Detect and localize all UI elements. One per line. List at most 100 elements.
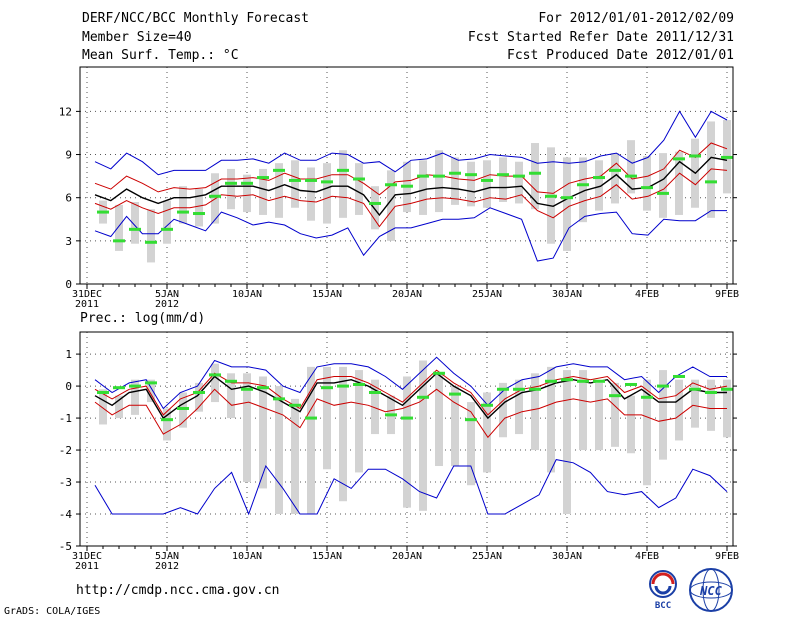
temp-xtick-label: 4FEB: [635, 289, 659, 300]
prec-median-marker: [497, 387, 509, 391]
temp-median-marker: [625, 174, 637, 178]
temp-median-marker: [641, 186, 653, 190]
temp-median-marker: [513, 174, 525, 178]
prec-median-marker: [97, 390, 109, 394]
prec-ytick-label: 0: [65, 380, 72, 393]
prec-median-marker: [353, 382, 365, 386]
prec-median-marker: [593, 379, 605, 383]
prec-median-marker: [337, 384, 349, 388]
temp-xtick-label: 30JAN: [552, 289, 582, 300]
prec-median-marker: [561, 378, 573, 382]
prec-median-marker: [641, 395, 653, 399]
prec-median-marker: [193, 390, 205, 394]
prec-spread-box: [323, 366, 331, 470]
source-url-link[interactable]: http://cmdp.ncc.cma.gov.cn: [76, 583, 280, 598]
prec-spread-box: [371, 379, 379, 435]
temp-median-marker: [337, 168, 349, 172]
prec-spread-box: [643, 379, 651, 486]
temp-spread-box: [115, 204, 123, 251]
prec-median-marker: [465, 418, 477, 422]
temp-spread-box: [163, 200, 171, 244]
temp-spread-box: [259, 168, 267, 215]
prec-spread-box: [211, 363, 219, 403]
temp-median-marker: [257, 176, 269, 180]
temp-median-marker: [209, 194, 221, 198]
temp-spread-box: [515, 161, 523, 204]
prec-spread-box: [99, 389, 107, 425]
temp-ytick-label: 3: [65, 235, 72, 248]
prec-spread-box: [691, 379, 699, 428]
prec-spread-box: [275, 386, 283, 515]
temp-spread-box: [307, 167, 315, 221]
prec-max-line: [94, 356, 727, 410]
temp-median-marker: [241, 181, 253, 185]
temp-median-marker: [113, 239, 125, 243]
temp-median-marker: [545, 194, 557, 198]
prec-xtick-label: 31DEC: [72, 551, 102, 562]
prec-spread-box: [291, 398, 299, 515]
grads-credit: GrADS: COLA/IGES: [4, 606, 101, 617]
prec-median-marker: [385, 413, 397, 417]
temp-median-marker: [657, 191, 669, 195]
temp-xtick-label: 15JAN: [312, 289, 342, 300]
temp-spread-box: [339, 150, 347, 218]
temp-ytick-label: 9: [65, 149, 72, 162]
temp-xtick-label: 9FEB: [715, 289, 739, 300]
temp-spread-box: [291, 160, 299, 208]
top-variable-label: Mean Surf. Temp.: °C: [82, 48, 239, 63]
prec-median-marker: [513, 387, 525, 391]
temp-median-marker: [721, 155, 733, 159]
temp-median-marker: [289, 178, 301, 182]
temp-xtick-year: 2011: [75, 299, 99, 310]
prec-median-marker: [289, 403, 301, 407]
prec-median-marker: [673, 374, 685, 378]
temp-median-marker: [593, 176, 605, 180]
prec-spread-box: [403, 376, 411, 508]
temp-median-marker: [385, 183, 397, 187]
prec-xtick-label: 25JAN: [472, 551, 502, 562]
prec-spread-box: [115, 395, 123, 419]
prec-median-marker: [481, 403, 493, 407]
prec-spread-box: [435, 373, 443, 467]
bcc-logo-text: BCC: [655, 601, 671, 611]
prec-median-marker: [225, 379, 237, 383]
temp-spread-box: [323, 163, 331, 224]
temp-spread-box: [483, 160, 491, 208]
temp-spread-box: [355, 163, 363, 215]
temp-median-marker: [497, 173, 509, 177]
prec-spread-box: [675, 379, 683, 441]
prec-spread-box: [547, 366, 555, 473]
prec-median-marker: [449, 392, 461, 396]
prec-median-marker: [177, 406, 189, 410]
prec-median-marker: [321, 386, 333, 390]
temp-median-marker: [465, 173, 477, 177]
temp-xtick-label: 31DEC: [72, 289, 102, 300]
prec-xtick-label: 4FEB: [635, 551, 659, 562]
temp-spread-box: [579, 157, 587, 223]
temp-max-line: [94, 110, 728, 176]
bcc-logo: BCC: [639, 568, 687, 616]
prec-spread-box: [563, 370, 571, 515]
prec-ytick-label: -5: [59, 540, 72, 553]
prec-xtick-label: 30JAN: [552, 551, 582, 562]
prec-spread-box: [611, 382, 619, 447]
prec-median-marker: [209, 373, 221, 377]
prec-ytick-label: 1: [65, 348, 72, 361]
temp-median-marker: [417, 174, 429, 178]
prec-xtick-label: 5JAN: [155, 551, 179, 562]
temp-min-line: [94, 207, 727, 262]
temp-median-marker: [193, 212, 205, 216]
temp-median-marker: [97, 210, 109, 214]
prec-xtick-label: 15JAN: [312, 551, 342, 562]
chart-title: DERF/NCC/BCC Monthly Forecast: [82, 11, 309, 26]
temp-spread-box: [419, 160, 427, 215]
prec-median-marker: [113, 386, 125, 390]
prec-spread-box: [451, 386, 459, 467]
temp-spread-box: [435, 150, 443, 213]
prec-median-marker: [305, 416, 317, 420]
temp-median-marker: [433, 174, 445, 178]
prec-median-marker: [273, 397, 285, 401]
prec-spread-box: [147, 379, 155, 403]
